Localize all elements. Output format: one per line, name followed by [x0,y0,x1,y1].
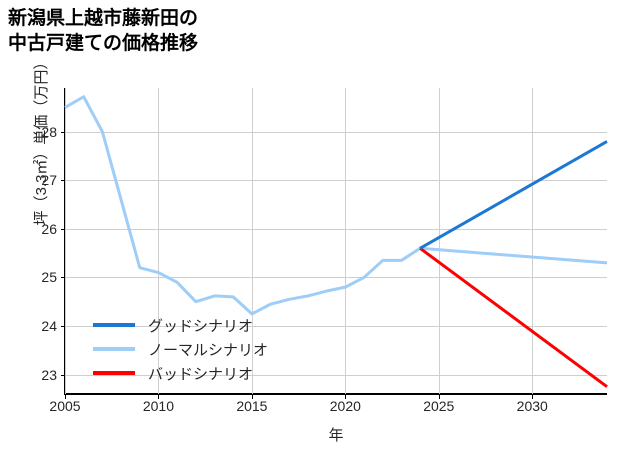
data-series-layer [64,95,608,388]
x-axis-tick-label: 2015 [236,398,268,414]
legend-swatch-normal [93,347,135,351]
gridline-vertical [438,88,440,394]
series-line-bad [419,247,608,388]
gridline-vertical [65,88,66,394]
x-axis-tick-mark [532,395,534,399]
plot-area [64,88,608,394]
series-line-normal [64,95,608,316]
gridline-horizontal [65,326,607,327]
x-axis-tick-label: 2020 [329,398,361,414]
y-axis-tick-label: 23 [41,366,57,383]
gridline-horizontal [65,131,607,133]
x-axis-tick-label: 2025 [423,398,455,414]
gridline-horizontal [65,277,607,279]
x-axis-tick-label: 2030 [516,398,548,414]
x-axis-tick-mark [65,395,66,399]
legend-item-bad[interactable]: バッドシナリオ [93,361,293,385]
series-line-good [419,140,608,250]
gridline-vertical [532,88,534,394]
legend-label-bad: バッドシナリオ [148,365,254,383]
legend-label-normal: ノーマルシナリオ [148,341,269,359]
gridline-vertical [345,88,347,394]
chart-title: 新潟県上越市藤新田の 中古戸建ての価格推移 [8,8,199,55]
y-axis-label: 坪（3.3㎡）単価（万円） [33,54,50,226]
gridline-vertical [158,88,160,394]
chart-legend: グッドシナリオ ノーマルシナリオ バッドシナリオ [93,313,293,385]
legend-item-normal[interactable]: ノーマルシナリオ [93,337,293,361]
x-axis-tick-mark [251,395,253,399]
legend-swatch-bad [93,371,135,375]
x-axis-tick-mark [158,395,160,399]
gridline-horizontal [65,180,607,182]
legend-item-good[interactable]: グッドシナリオ [93,313,293,337]
x-axis-tick-label: 2010 [142,398,175,414]
legend-label-good: グッドシナリオ [148,317,254,335]
x-axis-spine [64,393,607,395]
gridline-horizontal [65,374,607,376]
gridline-vertical [251,88,253,394]
x-axis-tick-mark [345,395,347,399]
gridline-horizontal [65,228,607,230]
x-axis-label: 年 [328,427,344,444]
legend-swatch-good [93,323,135,327]
y-axis-tick-label: 24 [41,318,57,334]
x-axis-tick-label: 2005 [49,398,81,414]
x-axis-tick-mark [438,395,440,399]
